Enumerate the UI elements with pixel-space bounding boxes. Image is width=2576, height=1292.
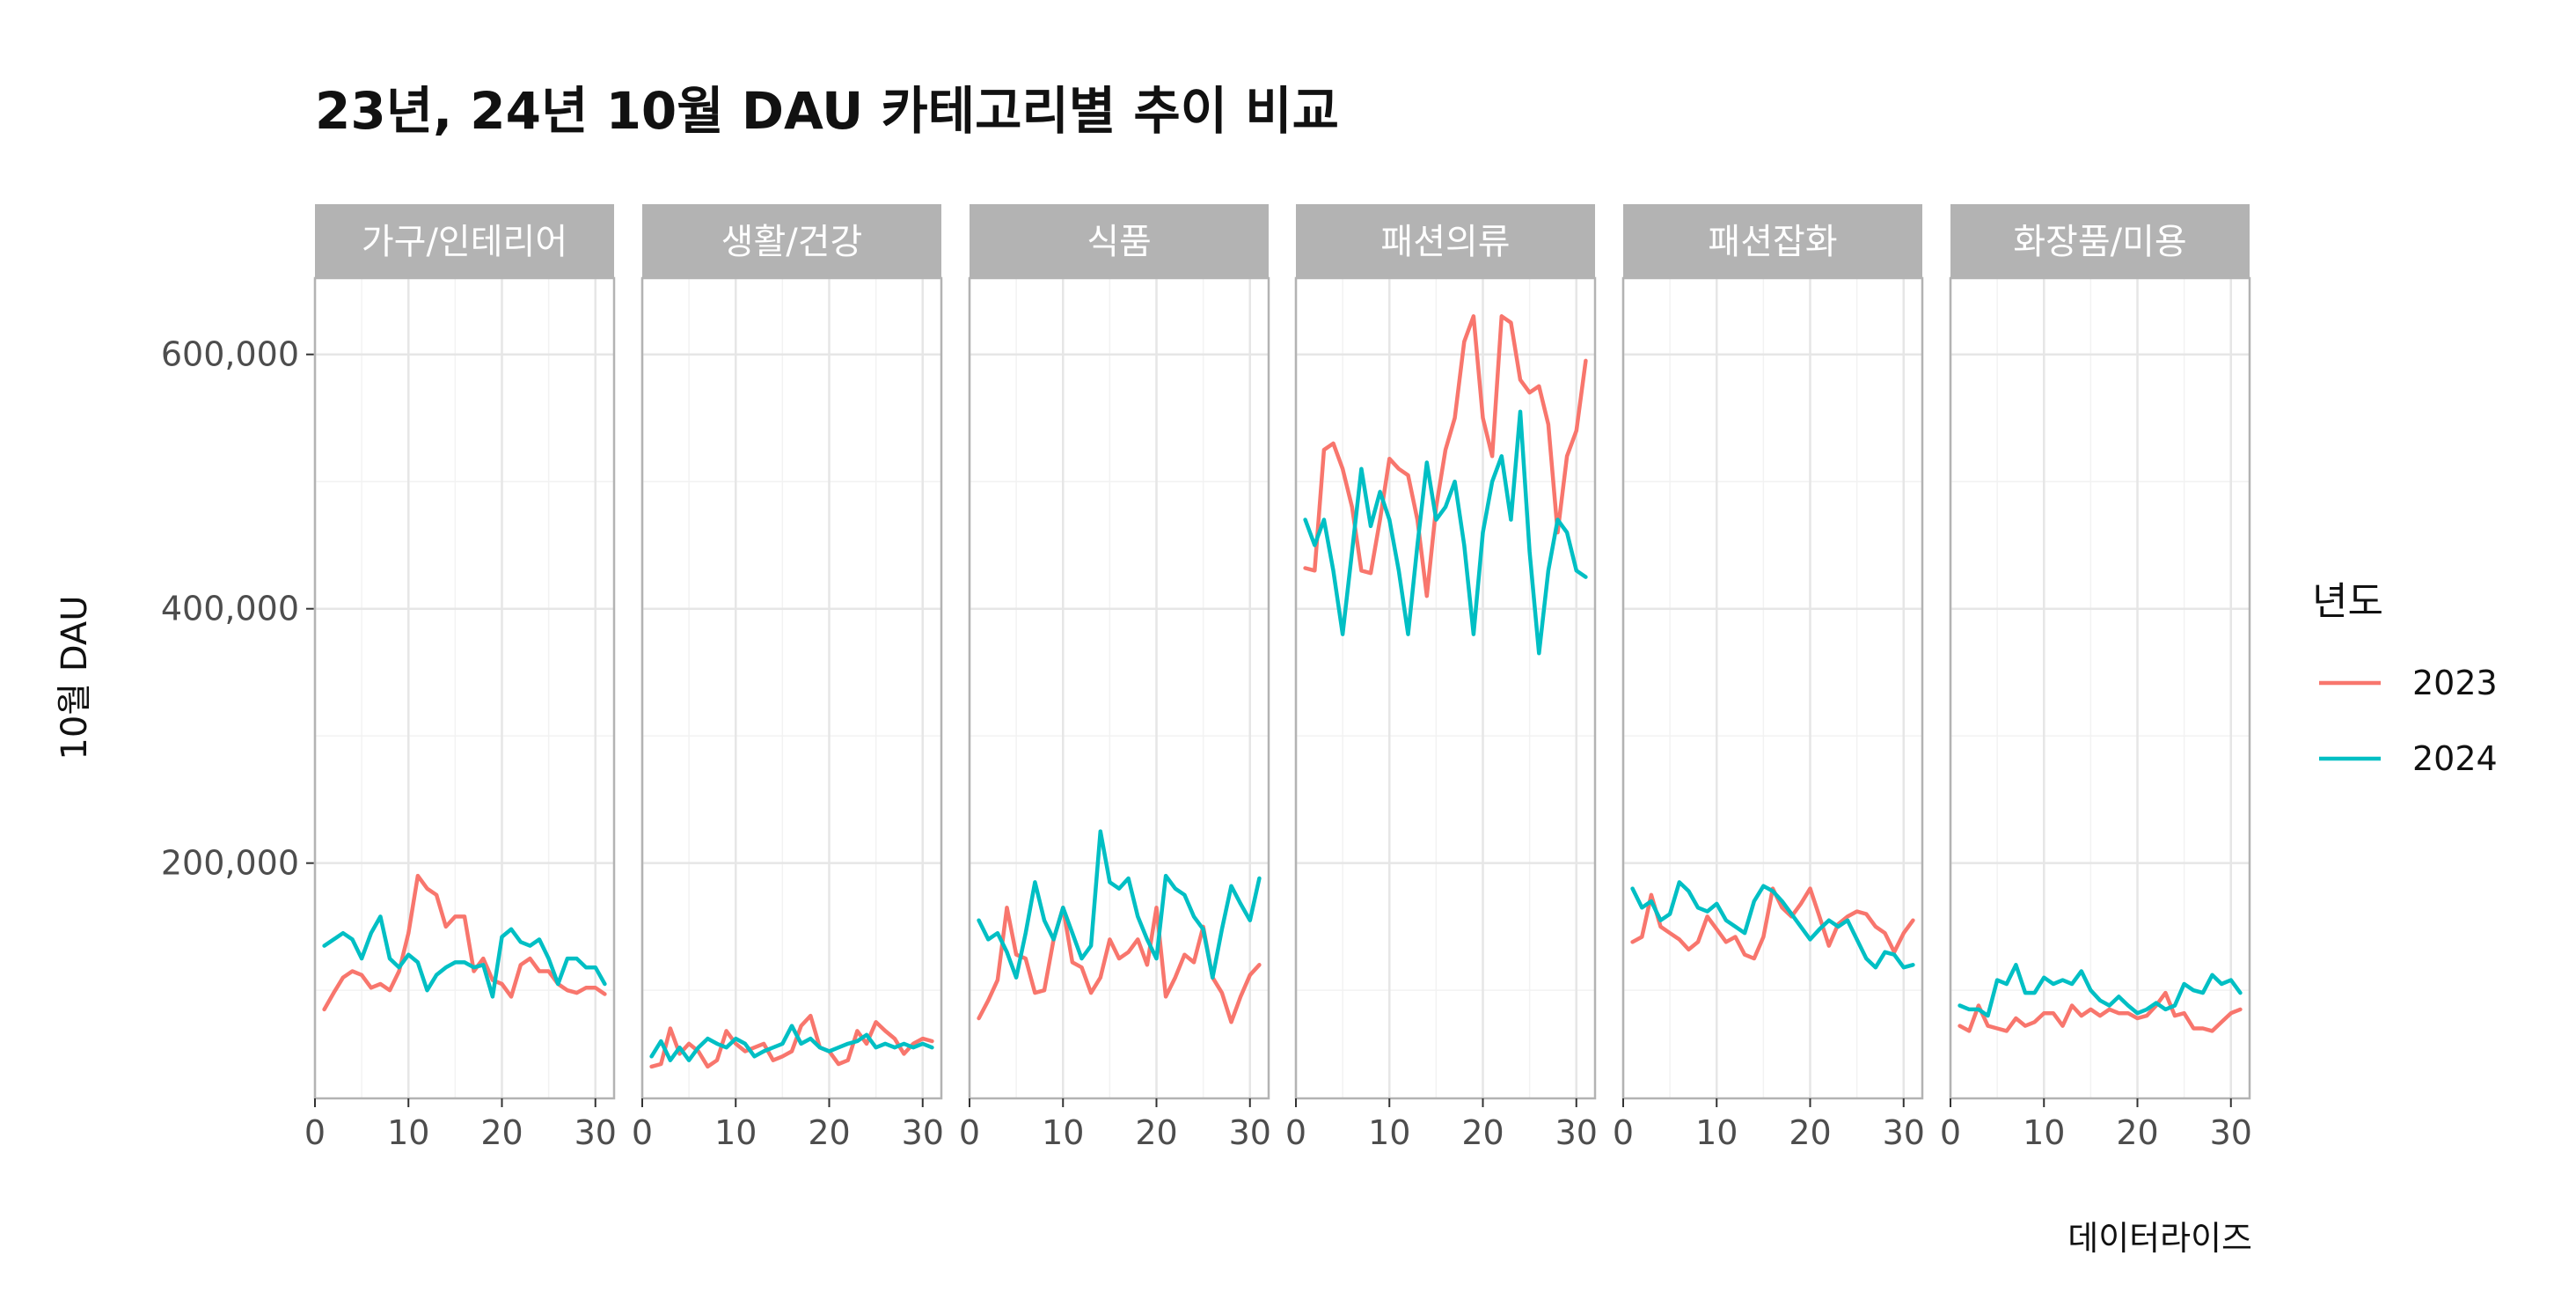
facet-panel: 패션잡화 0 10 20 30 <box>1613 204 1925 1152</box>
x-tick-label: 30 <box>1883 1113 1925 1152</box>
x-tick-label: 30 <box>2210 1113 2252 1152</box>
x-tick-label: 0 <box>959 1113 980 1152</box>
facet-strip <box>315 204 614 278</box>
facet-strip <box>1623 204 1922 278</box>
y-axis-title: 10월 DAU <box>55 595 95 760</box>
x-tick-label: 0 <box>1940 1113 1961 1152</box>
y-tick-label: 200,000 <box>161 844 299 883</box>
x-tick-label: 20 <box>1461 1113 1504 1152</box>
panel-border <box>968 276 1270 1100</box>
x-tick-label: 20 <box>2116 1113 2158 1152</box>
x-tick-label: 30 <box>574 1113 617 1152</box>
x-tick-label: 30 <box>1229 1113 1271 1152</box>
x-tick-label: 10 <box>387 1113 429 1152</box>
facet-strip-label: 식품 <box>1087 222 1152 262</box>
facet-panel: 패션의류 0 10 20 30 <box>1285 204 1598 1152</box>
plot-background <box>1623 278 1922 1098</box>
facet-strip <box>1296 204 1595 278</box>
series-line-2024 <box>322 914 607 999</box>
series-line-2023 <box>1630 886 1915 961</box>
facet-strip-label: 화장품/미용 <box>2013 222 2186 262</box>
facet-panel: 생활/건강 0 10 20 30 <box>632 204 944 1152</box>
x-tick-label: 10 <box>714 1113 757 1152</box>
y-tick-label: 600,000 <box>161 335 299 374</box>
panel-border <box>1294 276 1597 1100</box>
facet-panel: 화장품/미용 0 10 20 30 <box>1940 204 2252 1152</box>
x-tick-label: 20 <box>1135 1113 1177 1152</box>
facet-strip-label: 패션의류 <box>1380 222 1510 262</box>
panel-border <box>1949 276 2251 1100</box>
facet-strip-label: 생활/건강 <box>721 222 863 262</box>
x-tick-label: 20 <box>480 1113 523 1152</box>
series-line-2024 <box>1303 409 1588 656</box>
x-tick-label: 10 <box>1695 1113 1738 1152</box>
x-tick-label: 30 <box>902 1113 944 1152</box>
x-tick-label: 0 <box>1285 1113 1306 1152</box>
facet-strip <box>1950 204 2250 278</box>
x-tick-label: 30 <box>1555 1113 1598 1152</box>
legend: 년도 2023 2024 <box>2312 579 2498 778</box>
caption: 데이터라이즈 <box>2067 1219 2252 1258</box>
series-line-2024 <box>1958 963 2243 1018</box>
series-line-2024 <box>1630 880 1915 970</box>
plot-background <box>1950 278 2250 1098</box>
series-line-2023 <box>649 1013 934 1069</box>
chart-title: 23년, 24년 10월 DAU 카테고리별 추이 비교 <box>315 81 1339 141</box>
x-tick-label: 10 <box>2023 1113 2065 1152</box>
legend-title: 년도 <box>2312 579 2383 624</box>
x-tick-label: 20 <box>1789 1113 1831 1152</box>
legend-label-2023: 2023 <box>2412 664 2498 702</box>
legend-label-2024: 2024 <box>2412 739 2498 778</box>
facet-panel: 식품 0 10 20 30 <box>959 204 1271 1152</box>
x-tick-label: 20 <box>808 1113 850 1152</box>
y-tick-label: 400,000 <box>161 590 299 628</box>
series-line-2023 <box>1958 990 2243 1033</box>
facet-strip <box>642 204 941 278</box>
series-line-2024 <box>649 1024 934 1062</box>
facet-strip <box>970 204 1269 278</box>
panel-border <box>1621 276 1924 1100</box>
x-tick-label: 0 <box>1613 1113 1634 1152</box>
facet-strip-label: 가구/인테리어 <box>362 222 567 262</box>
facet-panel: 가구/인테리어 0 10 20 30 <box>304 204 617 1152</box>
x-tick-label: 0 <box>632 1113 653 1152</box>
legend-items: 2023 2024 <box>2319 664 2498 778</box>
plot-background <box>642 278 941 1098</box>
panel-border <box>313 276 616 1100</box>
x-tick-label: 0 <box>304 1113 326 1152</box>
panel-border <box>640 276 943 1100</box>
series-line-2024 <box>977 829 1262 980</box>
series-line-2023 <box>1303 314 1588 598</box>
x-tick-label: 10 <box>1042 1113 1084 1152</box>
plot-background <box>1296 278 1595 1098</box>
facet-strip-label: 패션잡화 <box>1708 222 1837 262</box>
x-tick-label: 10 <box>1368 1113 1410 1152</box>
